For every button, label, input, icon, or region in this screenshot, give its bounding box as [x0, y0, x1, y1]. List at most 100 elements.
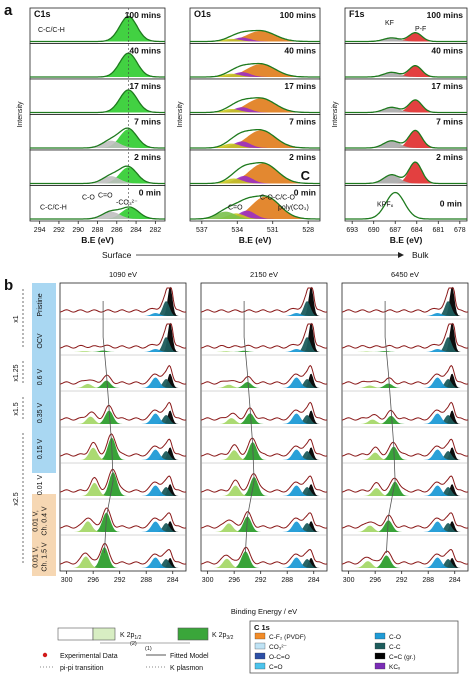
experimental-trace	[341, 364, 469, 385]
experimental-trace	[200, 511, 328, 529]
component-fill-4	[342, 351, 468, 352]
panel-label-b: b	[4, 277, 13, 294]
peak-fill-0	[30, 207, 165, 219]
component-fill-4	[60, 447, 186, 460]
x-tick-label: 528	[302, 227, 314, 234]
bulk-label: Bulk	[412, 250, 429, 260]
experimental-trace	[200, 437, 328, 457]
legend-swatch	[254, 652, 266, 660]
panel-label-a: a	[4, 2, 13, 19]
xps-subplot-C1s: 100 mins 40 mins 17 mins 7 mins 2 mins 0 min C…	[17, 7, 166, 245]
component-fill-4	[60, 556, 186, 568]
subplot-title: C1s	[34, 9, 51, 19]
component-fill-4	[60, 416, 186, 424]
experimental-trace	[200, 473, 328, 493]
component-fill-2	[201, 313, 327, 316]
component-fill-2	[201, 349, 327, 352]
photon-energy-label: 6450 eV	[391, 270, 419, 279]
fitted-envelope	[30, 206, 165, 220]
time-label: 100 mins	[427, 10, 464, 20]
fitted-envelope	[345, 129, 467, 149]
x-tick-label: 693	[346, 227, 358, 234]
annotation: poly(CO₃)	[278, 205, 309, 212]
peak-fill-1	[190, 107, 320, 113]
peak-fill-1	[30, 140, 165, 148]
experimental-trace	[59, 401, 187, 421]
component-fill-2	[342, 413, 468, 424]
peak-fill-0	[345, 162, 467, 184]
subplot-title: F1s	[349, 9, 365, 19]
legend-box	[249, 620, 459, 674]
experimental-trace	[341, 323, 469, 349]
peak-fill-3	[190, 211, 320, 219]
state-label: 0.01 V	[37, 475, 44, 496]
component-fill-2	[201, 485, 327, 496]
peak-fill-0	[190, 64, 320, 77]
k2p-3half-subscript: 3/2	[226, 635, 233, 641]
state-label: OCV	[37, 333, 44, 349]
scale-factor-label: x1	[13, 315, 20, 323]
component-fill-4	[60, 482, 186, 496]
experimental-trace	[59, 507, 187, 529]
x-tick-label: 284	[130, 227, 142, 234]
state-label: 0.01 V,	[33, 510, 40, 532]
x-axis-label: B.E (eV)	[239, 235, 272, 245]
x-tick-label: 300	[343, 577, 355, 584]
photon-energy-label: 1090 eV	[109, 270, 137, 279]
x-tick-label: 288	[92, 227, 104, 234]
legend-label: pi-pi transition	[60, 665, 104, 672]
peak-fill-1	[190, 37, 320, 42]
spectrum-frame	[344, 185, 468, 222]
component-fill-0	[201, 521, 327, 532]
legend-label: C-C	[389, 644, 401, 651]
component-fill-0	[60, 286, 186, 316]
fitted-envelope	[30, 165, 165, 185]
peak-fill-2	[190, 38, 320, 42]
experimental-trace	[59, 468, 187, 493]
state-label: 0.35 V	[37, 403, 44, 424]
x-axis-label: B.E (eV)	[390, 235, 423, 245]
x-tick-label: 292	[396, 577, 408, 584]
time-label: 100 mins	[125, 10, 162, 20]
x-tick-label: 292	[53, 227, 65, 234]
scale-factor-label: x1.25	[13, 364, 20, 381]
component-fill-0	[201, 410, 327, 424]
peak-fill-2	[190, 73, 320, 77]
peak-fill-1	[190, 210, 320, 219]
x-tick-label: 300	[61, 577, 73, 584]
y-axis-label: Intensity	[332, 101, 339, 128]
k2p-3half-label: K 2p3/2	[212, 632, 234, 641]
x-tick-label: 296	[228, 577, 240, 584]
component-fill-4	[60, 383, 186, 388]
fitted-envelope	[345, 99, 467, 114]
legend-label: C-F₂ (PVDF)	[269, 634, 306, 641]
component-fill-4	[201, 450, 327, 460]
x-tick-label: 284	[308, 577, 320, 584]
experimental-trace	[59, 364, 187, 385]
component-fill-2	[201, 521, 327, 532]
x-tick-label: 531	[267, 227, 279, 234]
component-fill-4	[201, 384, 327, 388]
state-label: 0.15 V	[37, 439, 44, 460]
peak-fill-0	[345, 65, 467, 77]
legend-label: K plasmon	[170, 665, 203, 672]
experimental-trace	[59, 433, 187, 457]
x-tick-label: 284	[167, 577, 179, 584]
peak-fill-0	[190, 98, 320, 113]
peak-fill-1	[190, 176, 320, 184]
peak-fill-0	[190, 30, 320, 42]
peak-fill-0	[190, 163, 320, 184]
legend-label: Experimental Data	[60, 653, 118, 660]
xps-subplot-F1s: 100 mins 40 mins 17 mins 7 mins 2 mins 0 min F…	[332, 7, 468, 245]
peak-fill-0	[190, 196, 320, 219]
k2p-mark: (1)	[145, 646, 152, 652]
fitted-envelope	[345, 191, 467, 220]
fitted-envelope	[30, 15, 165, 43]
time-label: 17 mins	[431, 81, 463, 91]
x-tick-label: 292	[255, 577, 267, 584]
time-label: 2 mins	[134, 152, 161, 162]
subplot-title: O1s	[194, 9, 211, 19]
legend-swatch	[254, 632, 266, 640]
time-label: 0 min	[139, 188, 161, 198]
component-fill-2	[60, 485, 186, 496]
